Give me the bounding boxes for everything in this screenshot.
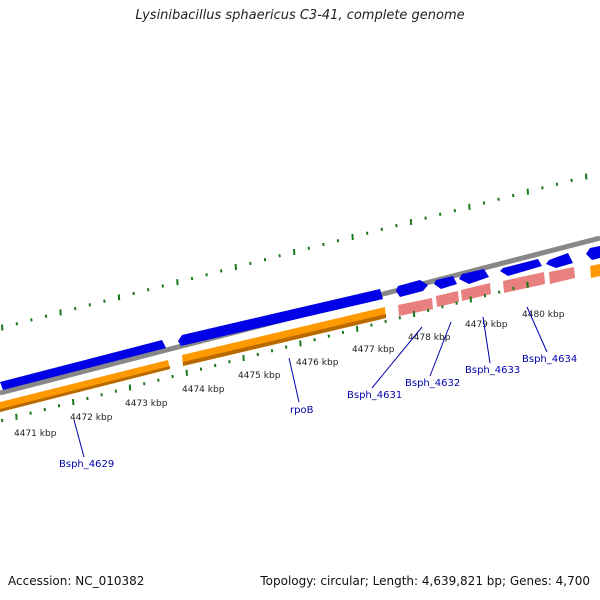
gene-label[interactable]: Bsph_4632 <box>405 378 460 389</box>
gene-label[interactable]: Bsph_4633 <box>465 365 520 376</box>
forward-cds-arrow[interactable] <box>178 289 383 346</box>
rna-feature-bar[interactable] <box>461 283 491 301</box>
reverse-cds-shadow <box>0 366 170 412</box>
kbp-labels: 4471 kbp 4472 kbp 4473 kbp 4474 kbp 4475… <box>14 310 565 439</box>
gene-label[interactable]: rpoB <box>290 405 314 416</box>
forward-cds-arrow[interactable] <box>0 340 166 390</box>
kbp-label: 4473 kbp <box>125 399 168 409</box>
accession-text: Accession: NC_010382 <box>8 574 145 588</box>
reverse-strand-track <box>0 264 600 412</box>
rna-feature-bar[interactable] <box>398 298 433 316</box>
scale-ticks <box>1 281 529 423</box>
kbp-label: 4480 kbp <box>522 310 565 320</box>
kbp-label: 4471 kbp <box>14 429 57 439</box>
rna-feature-bar[interactable] <box>549 267 575 284</box>
forward-cds-arrow[interactable] <box>434 276 457 289</box>
kbp-label: 4477 kbp <box>352 345 395 355</box>
gene-label[interactable]: Bsph_4631 <box>347 390 402 401</box>
forward-cds-arrow[interactable] <box>396 280 428 297</box>
kbp-label: 4472 kbp <box>70 413 113 423</box>
forward-cds-arrow[interactable] <box>586 246 600 260</box>
gene-label[interactable]: Bsph_4629 <box>59 459 114 470</box>
rna-feature-bar[interactable] <box>436 291 459 307</box>
kbp-label: 4475 kbp <box>238 371 281 381</box>
kbp-label: 4476 kbp <box>296 358 339 368</box>
forward-strand-track <box>0 246 600 390</box>
forward-cds-arrow[interactable] <box>546 253 573 268</box>
kbp-label: 4479 kbp <box>465 320 508 330</box>
forward-cds-arrow[interactable] <box>459 269 489 284</box>
reverse-cds-bar[interactable] <box>590 264 600 278</box>
map-title: Lysinibacillus sphaericus C3-41, complet… <box>135 8 465 23</box>
gene-label-leaders <box>73 306 548 458</box>
kbp-label: 4478 kbp <box>408 333 451 343</box>
reverse-cds-shadow <box>183 314 386 366</box>
gene-labels: Bsph_4629 rpoB Bsph_4631 Bsph_4632 Bsph_… <box>59 354 577 470</box>
forward-cds-arrow[interactable] <box>500 259 542 276</box>
gene-label[interactable]: Bsph_4634 <box>522 354 577 365</box>
genome-summary-text: Topology: circular; Length: 4,639,821 bp… <box>260 574 590 588</box>
gc-skew-ticks <box>1 173 588 331</box>
kbp-label: 4474 kbp <box>182 385 225 395</box>
